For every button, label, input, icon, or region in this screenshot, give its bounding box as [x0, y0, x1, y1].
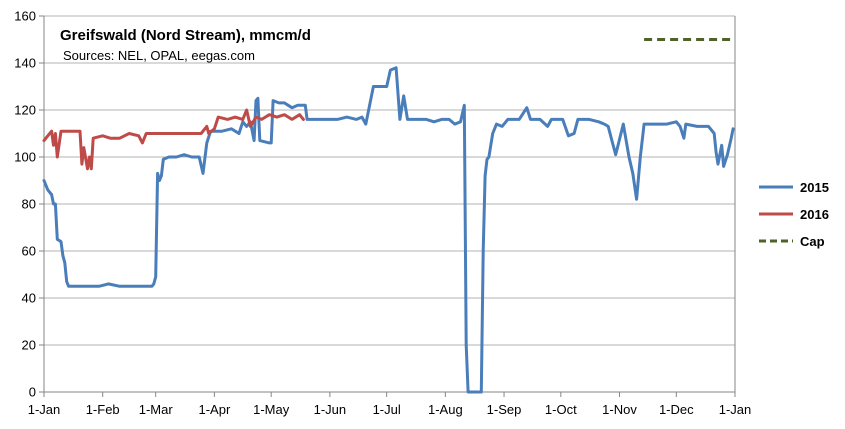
- series-line-2015: [42, 66, 735, 394]
- y-tick-label: 40: [22, 291, 36, 306]
- y-tick-label: 100: [14, 150, 36, 165]
- x-tick-label: 1-May: [253, 402, 290, 417]
- x-tick-label: 1-Aug: [428, 402, 463, 417]
- x-tick-label: 1-Nov: [602, 402, 637, 417]
- y-tick-label: 0: [29, 385, 36, 400]
- y-tick-label: 20: [22, 338, 36, 353]
- series-line-2016: [42, 108, 305, 171]
- series-lines: [42, 38, 735, 394]
- x-tick-label: 1-Jan: [28, 402, 61, 417]
- chart-subtitle: Sources: NEL, OPAL, eegas.com: [63, 48, 255, 63]
- x-axis-ticks: 1-Jan 1-Feb 1-Mar 1-Apr 1-May 1-Jun 1-Jul 1-Aug…: [28, 392, 752, 417]
- legend-label: 2015: [800, 180, 829, 195]
- x-tick-label: 1-Dec: [659, 402, 694, 417]
- y-tick-label: 160: [14, 9, 36, 24]
- legend-label: 2016: [800, 207, 829, 222]
- x-tick-label: 1-Jan: [719, 402, 752, 417]
- y-tick-label: 140: [14, 56, 36, 71]
- y-tick-label: 60: [22, 244, 36, 259]
- chart-title: Greifswald (Nord Stream), mmcm/d: [60, 27, 311, 44]
- legend-label: Cap: [800, 234, 825, 249]
- gridlines: [43, 15, 736, 393]
- x-tick-label: 1-Feb: [86, 402, 120, 417]
- x-tick-label: 1-Mar: [139, 402, 174, 417]
- y-tick-label: 80: [22, 197, 36, 212]
- x-tick-label: 1-Jun: [314, 402, 347, 417]
- x-tick-label: 1-Apr: [198, 402, 230, 417]
- y-tick-label: 120: [14, 103, 36, 118]
- y-axis-ticks: 0 20 40 60 80 100 120 140 160: [14, 9, 44, 400]
- x-tick-label: 1-Oct: [545, 402, 577, 417]
- x-tick-label: 1-Sep: [487, 402, 522, 417]
- x-tick-label: 1-Jul: [373, 402, 401, 417]
- legend: 2015 2016 Cap: [759, 180, 829, 249]
